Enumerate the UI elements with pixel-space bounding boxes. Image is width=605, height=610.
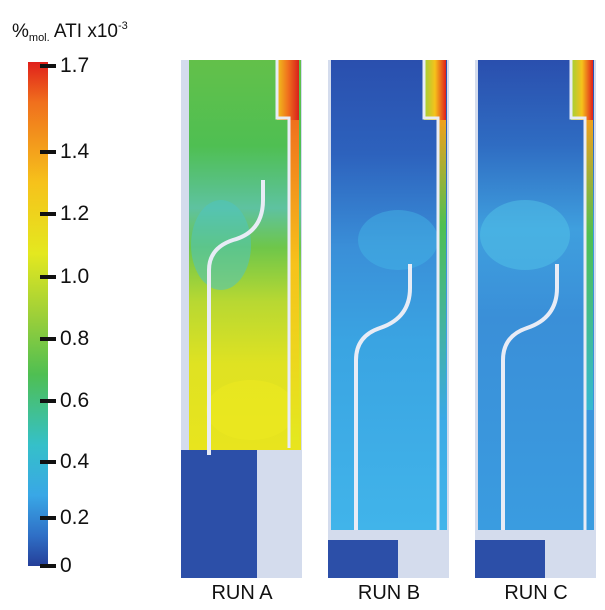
run-b-label: RUN B — [357, 582, 421, 604]
colorbar-tick-label: 0.4 — [60, 450, 90, 473]
run-a-contour-plot — [181, 60, 302, 578]
colorbar-tick-label: 1.2 — [60, 202, 90, 225]
colorbar-tick-label: 1.0 — [60, 265, 90, 288]
colorbar-tick-label: 0 — [60, 554, 72, 577]
colorbar-tick-label: 1.7 — [60, 54, 90, 77]
colorbar-gradient — [28, 62, 48, 566]
colorbar-tick-label: 1.4 — [60, 140, 90, 163]
run-c-label: RUN C — [504, 582, 568, 604]
run-c-contour-plot — [475, 60, 596, 578]
colorbar-title-main: ATI x10 — [49, 21, 118, 42]
run-b-contour-panel — [328, 60, 449, 578]
run-a-label: RUN A — [211, 582, 273, 604]
colorbar-title: %mol. ATI x10-3 — [12, 20, 128, 44]
colorbar-title-prefix: % — [12, 21, 29, 42]
colorbar-title-superscript: -3 — [117, 20, 128, 32]
run-c-contour-panel — [475, 60, 596, 578]
colorbar-tick-label: 0.6 — [60, 389, 90, 412]
run-b-contour-plot — [328, 60, 449, 578]
colorbar-title-subscript: mol. — [28, 32, 50, 44]
colorbar-tick-label: 0.2 — [60, 506, 90, 529]
colorbar-tick-label: 0.8 — [60, 327, 90, 350]
run-a-contour-panel — [181, 60, 302, 578]
